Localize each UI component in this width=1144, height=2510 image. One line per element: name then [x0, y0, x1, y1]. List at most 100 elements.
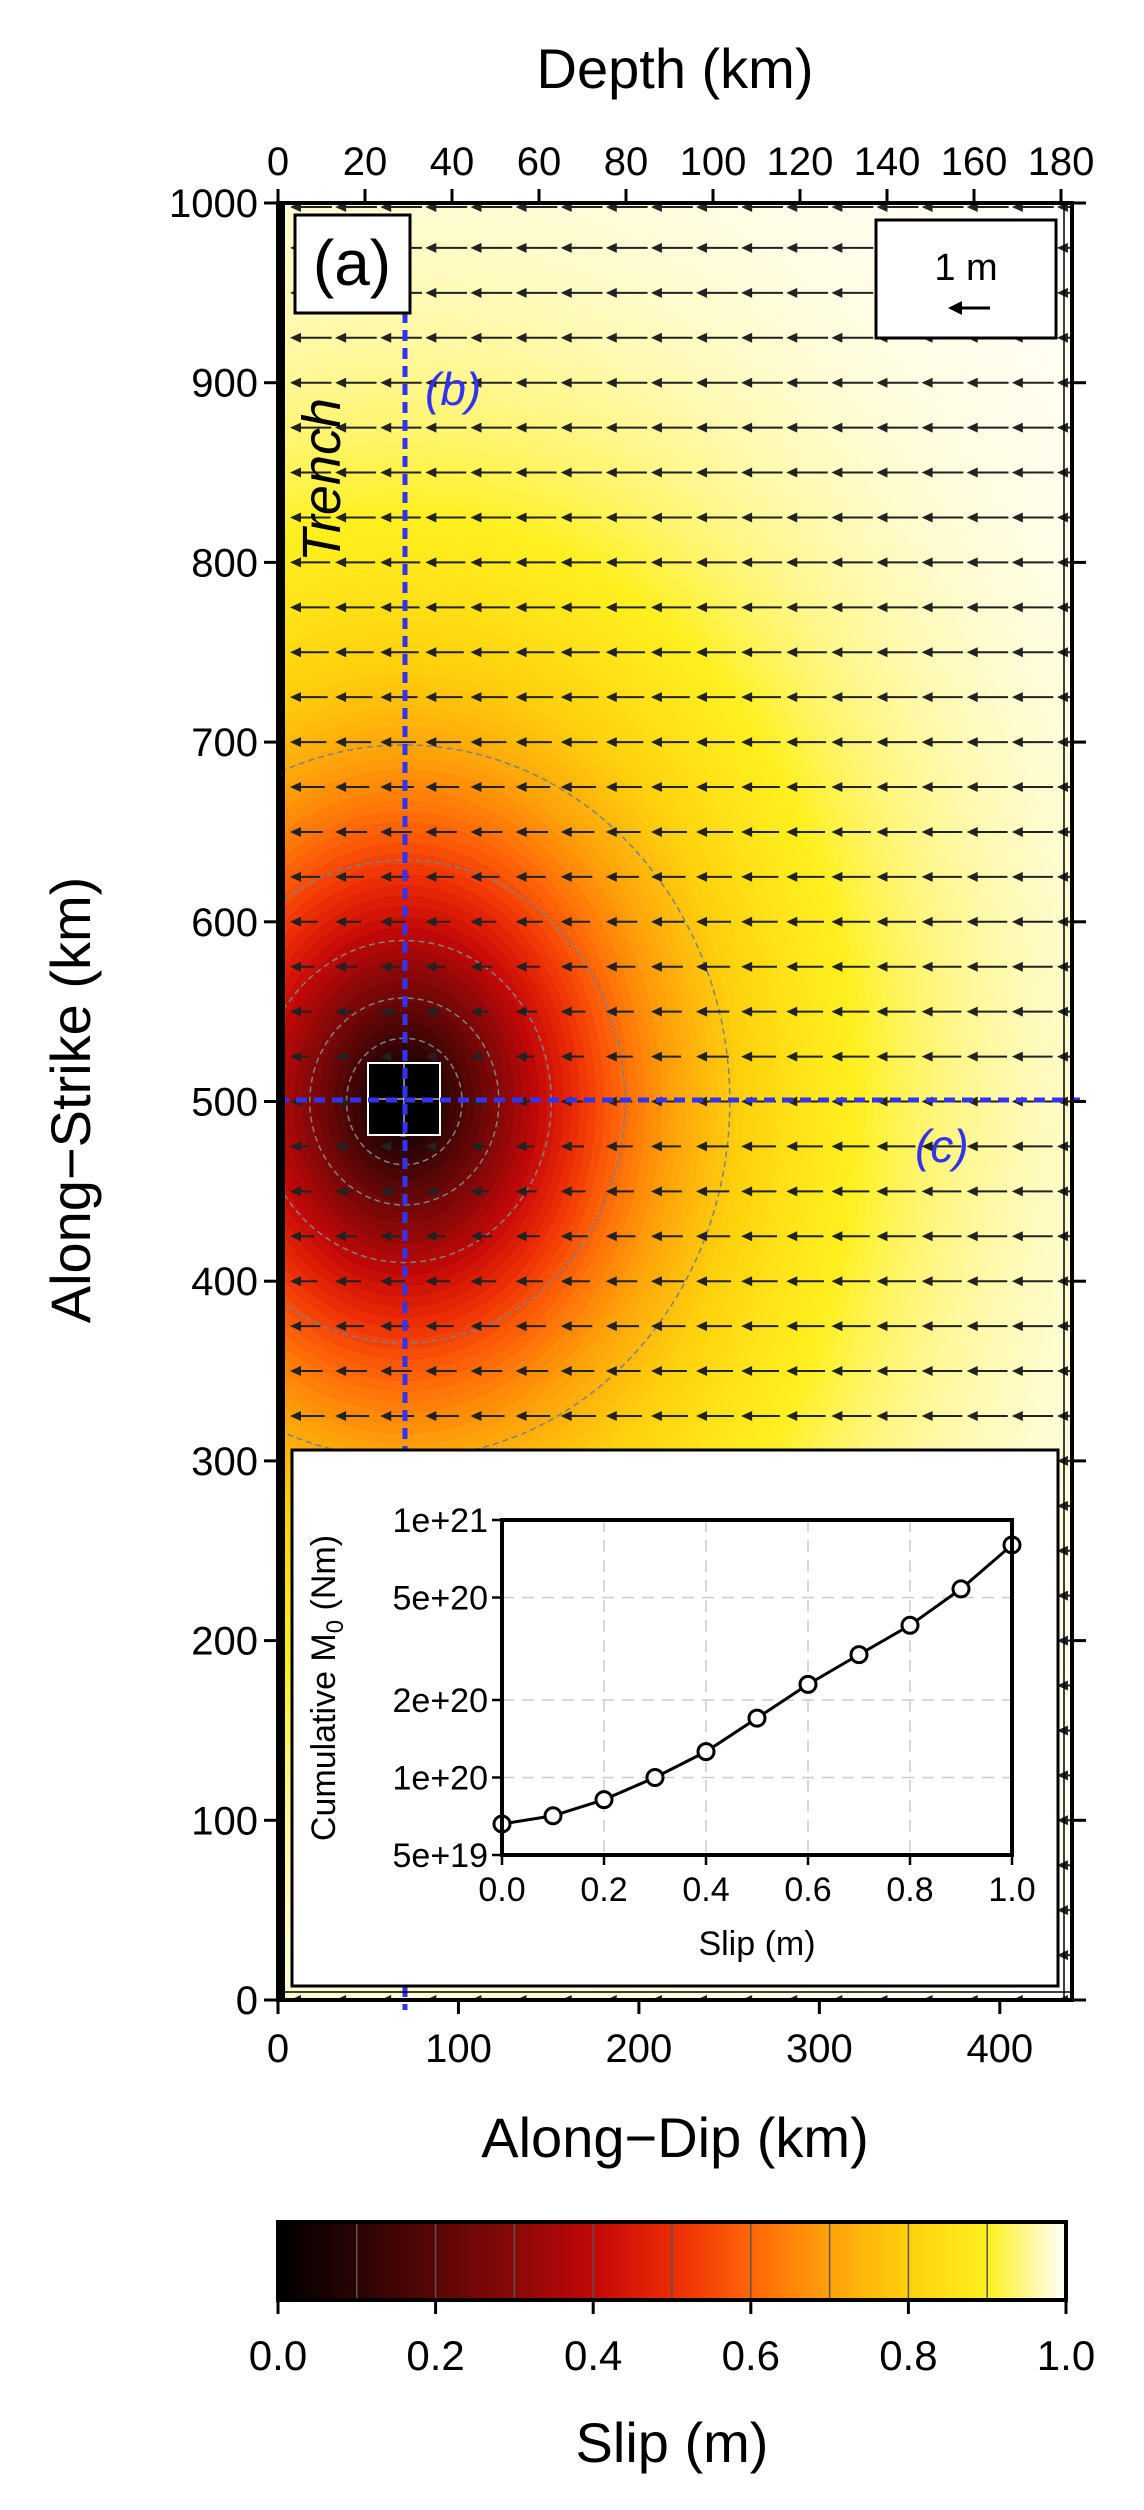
slip-vector	[425, 1410, 460, 1421]
inset-y-tick-label: 1e+20	[393, 1759, 489, 1797]
slip-vector	[425, 1231, 446, 1242]
slip-vector	[831, 1186, 870, 1197]
slip-vector	[605, 1366, 641, 1377]
slip-vector	[335, 1051, 350, 1062]
slip-vector	[876, 737, 918, 748]
slip-vector	[515, 1141, 535, 1152]
slip-vector	[966, 467, 1009, 478]
slip-vector	[921, 467, 964, 478]
profile-c-label: (c)	[915, 1120, 969, 1172]
slip-vector	[741, 467, 783, 478]
slip-vector	[876, 377, 919, 388]
inset-y-label-main: Cumulative M	[305, 1633, 343, 1841]
slip-vector	[966, 203, 1009, 212]
slip-vector	[335, 916, 361, 927]
slip-vector	[966, 422, 1009, 433]
slip-vector	[876, 1276, 916, 1287]
slip-vector	[966, 377, 1009, 388]
slip-vector	[696, 1366, 734, 1377]
slip-vector	[425, 422, 467, 433]
slip-vector	[290, 737, 327, 748]
slip-vector	[966, 1051, 1008, 1062]
slip-vector	[650, 422, 693, 433]
slip-vector	[560, 602, 601, 613]
depth-tick-label: 0	[267, 140, 289, 184]
moment-point	[696, 1742, 716, 1762]
slip-vector	[921, 1231, 962, 1242]
slip-vector	[966, 1321, 1008, 1332]
slip-vector	[380, 961, 401, 972]
trench-label: Trench	[292, 398, 352, 562]
slip-vector	[380, 377, 422, 388]
inset-y-tick-label: 5e+19	[393, 1837, 489, 1875]
slip-vector	[741, 1366, 780, 1377]
slip-vector	[470, 1141, 485, 1152]
moment-point	[747, 1708, 767, 1728]
slip-vector	[966, 1186, 1008, 1197]
slip-vector	[966, 512, 1009, 523]
slip-vector	[560, 332, 603, 343]
slip-vector	[605, 1186, 634, 1197]
slip-vector	[335, 557, 376, 568]
slip-vector	[921, 737, 963, 748]
slip-vector	[425, 467, 467, 478]
slip-vector	[786, 871, 825, 882]
slip-vector	[470, 782, 505, 793]
slip-vector	[515, 1186, 537, 1197]
slip-vector	[560, 1276, 591, 1287]
slip-vector	[1011, 916, 1053, 927]
slip-vector	[380, 782, 415, 793]
slip-vector	[380, 1186, 397, 1197]
slip-vector	[650, 782, 689, 793]
slip-vector	[650, 1186, 682, 1197]
slip-vector	[335, 1410, 370, 1421]
depth-tick-label: 160	[941, 140, 1008, 184]
y-tick-label: 0	[236, 1979, 258, 2023]
colorbar-tick-label: 0.8	[879, 2332, 937, 2379]
slip-vector	[515, 422, 557, 433]
slip-vector	[425, 332, 467, 343]
slip-vector	[921, 1141, 962, 1152]
depth-tick-label: 120	[767, 140, 834, 184]
slip-vector	[515, 467, 557, 478]
slip-vector	[290, 782, 325, 793]
slip-vector	[470, 1006, 489, 1017]
slip-vector	[831, 737, 872, 748]
slip-vector	[876, 692, 918, 703]
slip-vector	[741, 961, 777, 972]
slip-vector	[470, 332, 513, 343]
slip-vector	[786, 467, 828, 478]
slip-vector	[786, 557, 828, 568]
slip-vector	[605, 1051, 633, 1062]
slip-vector	[560, 826, 595, 837]
slip-vector	[650, 332, 693, 343]
slip-vector	[560, 692, 599, 703]
slip-vector	[876, 602, 918, 613]
slip-vector	[831, 1231, 870, 1242]
slip-vector	[425, 1276, 451, 1287]
slip-vector	[470, 1366, 503, 1377]
slip-vector	[786, 1410, 826, 1421]
slip-vector	[380, 916, 406, 927]
slip-vector	[290, 602, 330, 613]
slip-vector	[786, 647, 827, 658]
slip-vector	[470, 422, 512, 433]
depth-tick-label: 140	[854, 140, 921, 184]
slip-vector	[605, 737, 644, 748]
slip-vector	[470, 961, 493, 972]
slip-vector	[425, 512, 466, 523]
slip-vector	[290, 1321, 321, 1332]
slip-vector	[335, 467, 377, 478]
inset-x-tick-label: 0.6	[784, 1871, 831, 1909]
slip-vector	[605, 647, 646, 658]
slip-vector	[380, 1141, 392, 1152]
slip-vector	[876, 826, 917, 837]
slip-vector	[921, 1051, 962, 1062]
slip-vector	[470, 826, 503, 837]
slip-vector	[560, 1366, 595, 1377]
inset-y-tick-label: 5e+20	[393, 1580, 489, 1618]
slip-vector	[876, 203, 919, 212]
slip-vector	[831, 1051, 870, 1062]
slip-vector	[335, 1231, 358, 1242]
slip-vector	[470, 287, 513, 298]
